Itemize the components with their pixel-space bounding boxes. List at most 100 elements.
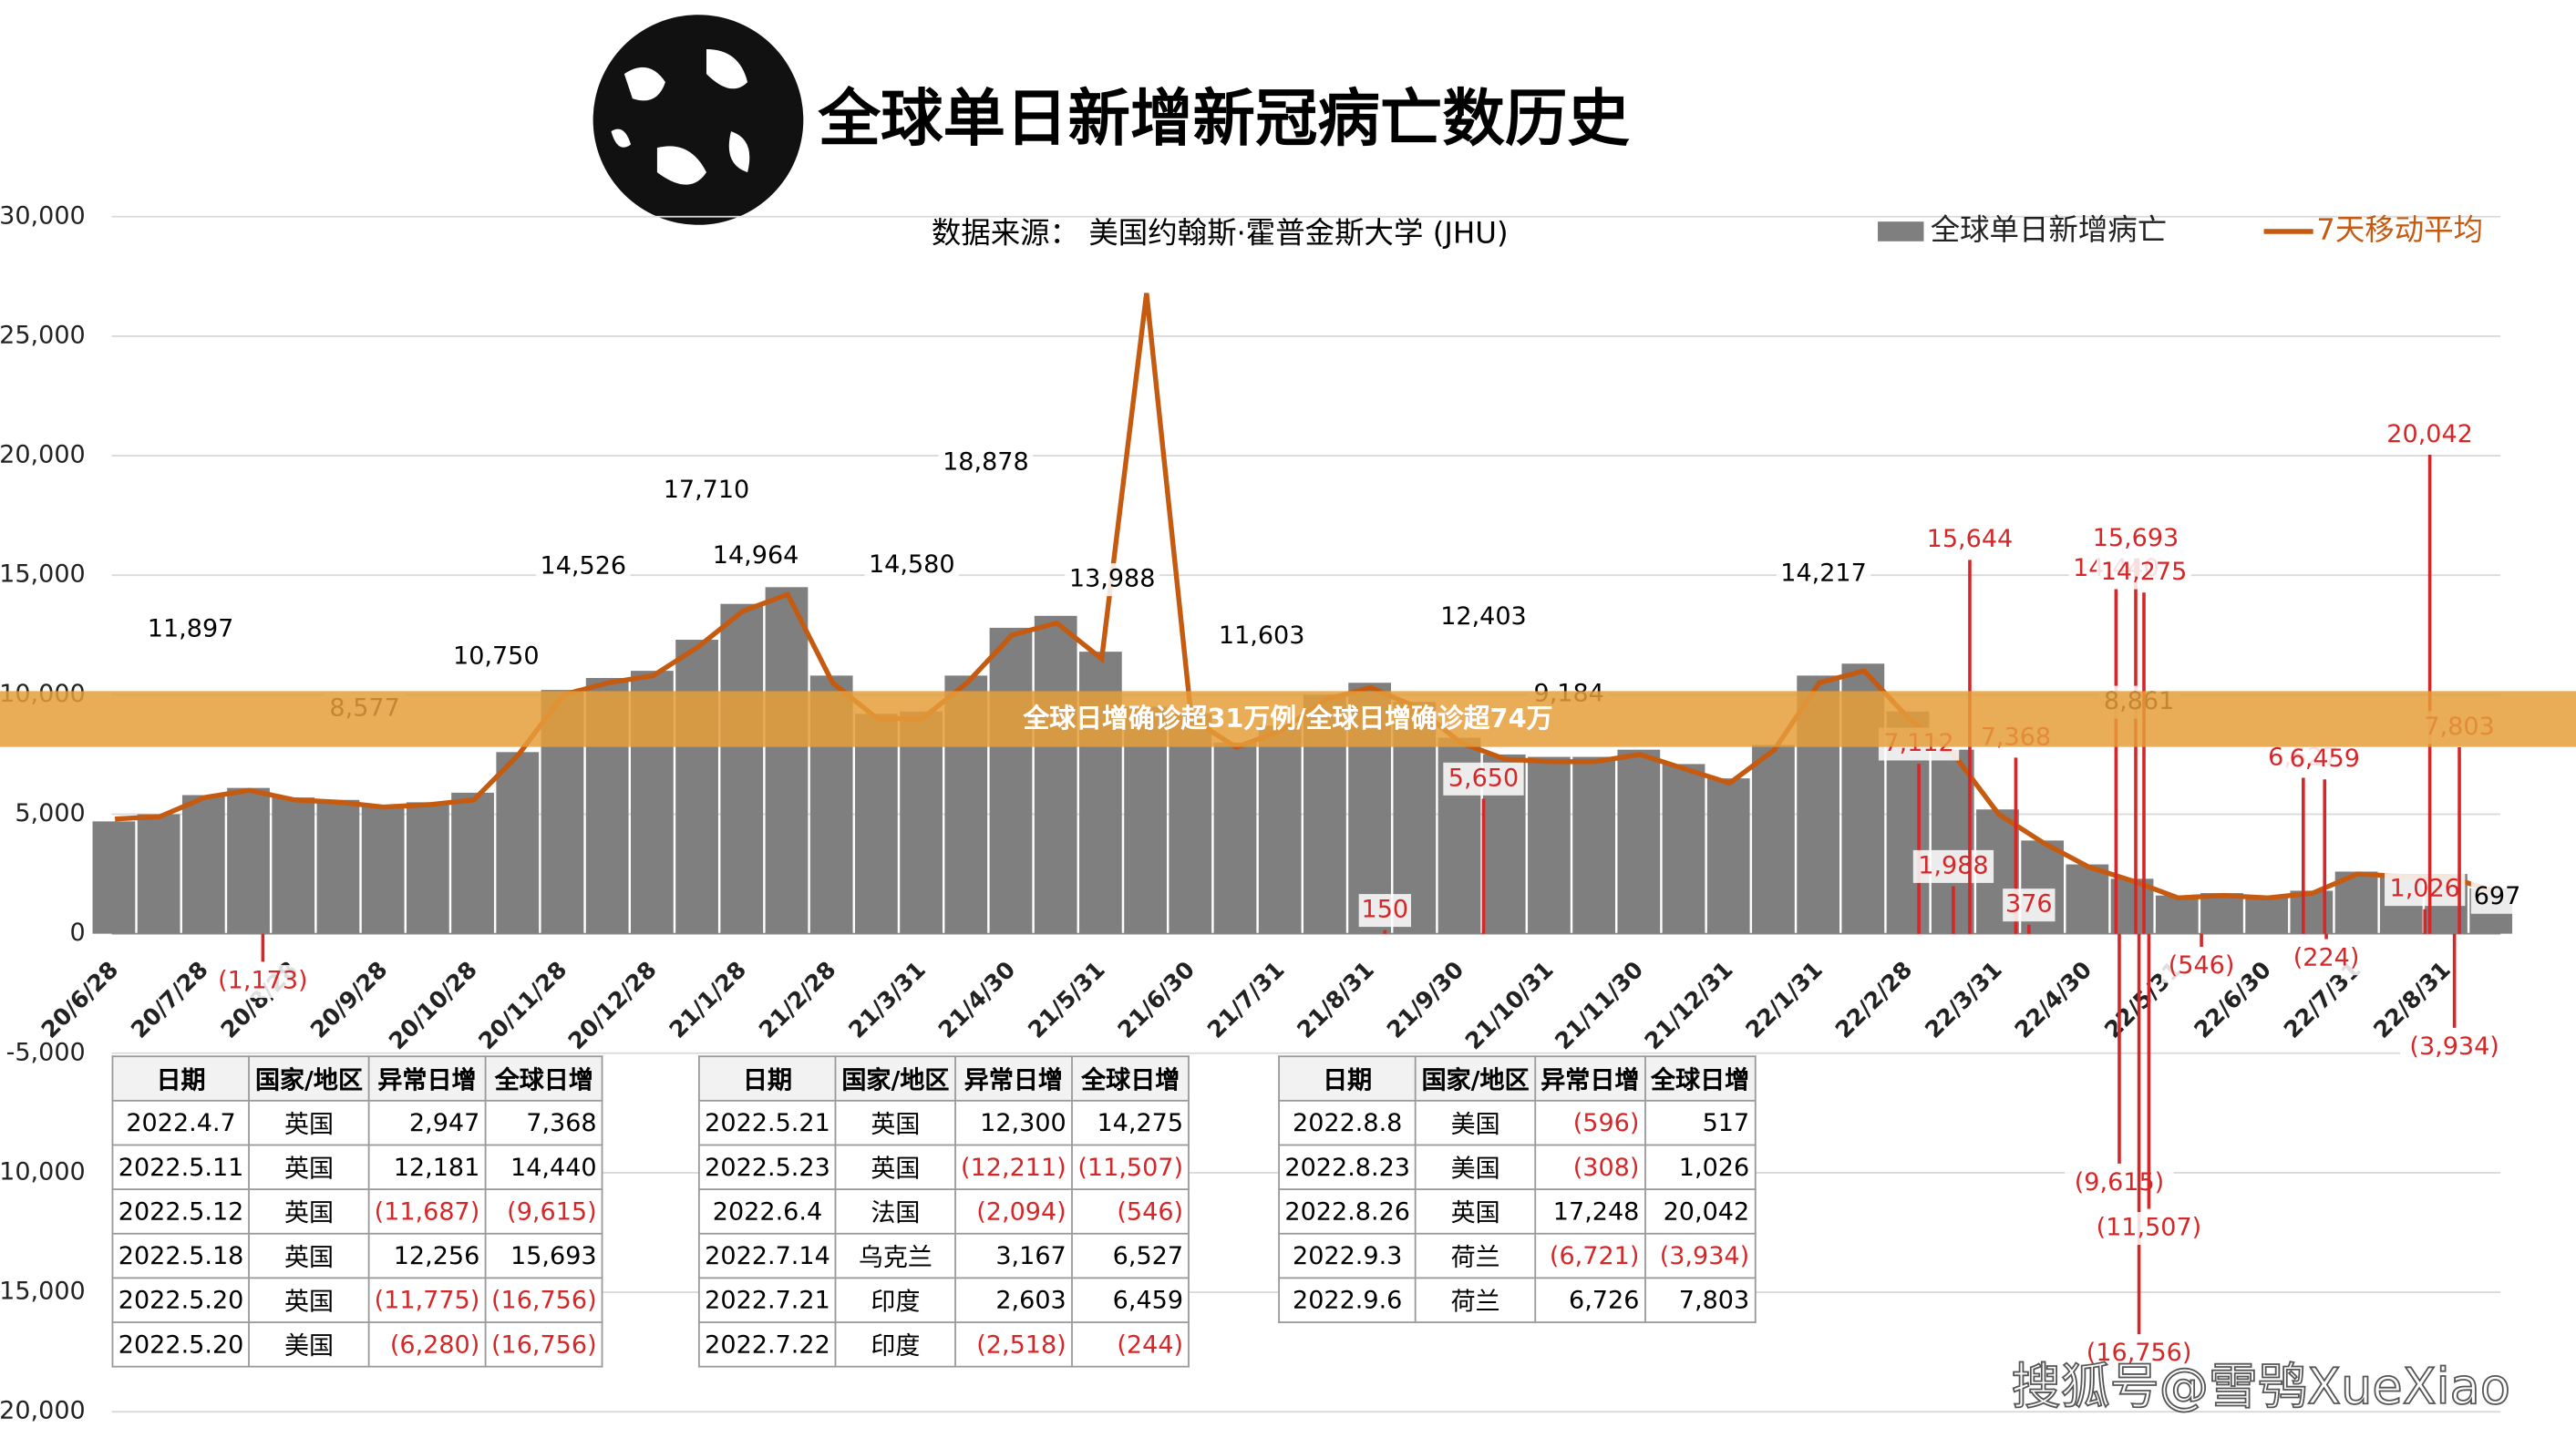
table-cell: 2022.5.18: [111, 1232, 251, 1279]
table-cell: (3,934): [1643, 1232, 1757, 1279]
table-cell: (6,280): [367, 1321, 487, 1368]
table-cell: (11,687): [367, 1188, 487, 1235]
data-label: 11,603: [1219, 621, 1305, 650]
table-cell: 2,947: [367, 1099, 487, 1146]
label-bg: [1443, 762, 1524, 796]
banner: 全球日增确诊超31万例/全球日增确诊超74万: [0, 691, 2576, 747]
table-cell: (596): [1534, 1099, 1646, 1146]
x-tick-label: 21/9/30: [1382, 956, 1469, 1043]
data-table: 日期 国家/地区 异常日增 全球日增 2022.5.21 英国 12,300 14,275 20…: [697, 1055, 1190, 1368]
bar: [361, 805, 405, 934]
table-cell: 英国: [248, 1232, 370, 1279]
data-label: 20,042: [2386, 420, 2473, 448]
table-cell: (16,756): [484, 1321, 603, 1368]
table-cell: 2022.5.11: [111, 1144, 251, 1191]
header-row: 日期 国家/地区 异常日增 全球日增: [697, 1055, 1190, 1102]
data-label: 14,526: [541, 552, 627, 580]
y-tick-label: 30,000: [0, 201, 86, 230]
column-header: 全球日增: [1643, 1055, 1757, 1102]
table-cell: (16,756): [484, 1277, 603, 1323]
table-cell: 美国: [1415, 1144, 1536, 1191]
y-tick-label: -15,000: [0, 1278, 86, 1306]
bar: [989, 627, 1033, 934]
table-cell: 英国: [835, 1144, 956, 1191]
label-bg: [2385, 873, 2466, 907]
bar: [1752, 745, 1795, 934]
x-tick-label: 21/4/30: [933, 956, 1021, 1043]
label-bg: [1922, 523, 2017, 557]
table-cell: 12,256: [367, 1232, 487, 1279]
table-row: 2022.5.12 英国 (11,687) (9,615): [111, 1188, 603, 1235]
table-cell: 2022.7.14: [697, 1232, 837, 1279]
y-tick-label: 5,000: [15, 799, 85, 827]
bar: [765, 587, 809, 934]
table-cell: 法国: [835, 1188, 956, 1235]
table-cell: 6,726: [1534, 1277, 1646, 1323]
y-tick-label: 25,000: [0, 321, 86, 349]
legend-label: 全球单日新增病亡: [1931, 212, 2167, 247]
table-cell: 2022.9.3: [1278, 1232, 1417, 1279]
data-label: 10,750: [453, 642, 540, 671]
table-row: 2022.8.8 美国 (596) 517: [1278, 1099, 1757, 1146]
x-tick-label: 22/2/28: [1830, 956, 1918, 1043]
table-cell: (11,507): [1071, 1144, 1190, 1191]
x-tick-label: 21/7/31: [1202, 956, 1290, 1043]
label-bg: [938, 446, 1034, 479]
label-bg: [659, 474, 754, 508]
x-tick-label: 20/9/28: [305, 956, 393, 1043]
label-bg: [1358, 894, 1411, 928]
data-label: 5,650: [1448, 764, 1519, 792]
x-tick-label: 21/1/28: [665, 956, 752, 1043]
table-cell: 12,300: [953, 1099, 1073, 1146]
label-bg: [864, 549, 960, 582]
column-header: 全球日增: [1071, 1055, 1190, 1102]
table-cell: 乌克兰: [835, 1232, 956, 1279]
table-cell: 3,167: [953, 1232, 1073, 1279]
table-cell: 2,603: [953, 1277, 1073, 1323]
data-label: 376: [2005, 890, 2053, 919]
bar: [272, 797, 315, 934]
table-row: 2022.4.7 英国 2,947 7,368: [111, 1099, 603, 1146]
column-header: 异常日增: [1534, 1055, 1646, 1102]
table-cell: 2022.8.26: [1278, 1188, 1417, 1235]
label-bg: [2065, 1166, 2174, 1200]
data-label: 14,580: [869, 550, 955, 579]
bar: [227, 787, 270, 934]
data-label: 15,693: [2093, 524, 2179, 552]
label-bg: [2399, 1031, 2509, 1064]
table-cell: 14,275: [1071, 1099, 1190, 1146]
table-cell: 英国: [1415, 1188, 1536, 1235]
label-bg: [448, 641, 544, 674]
column-header: 国家/地区: [1415, 1055, 1536, 1102]
label-bg: [2088, 522, 2183, 556]
data-label: 1,988: [1918, 851, 1988, 879]
table-cell: (308): [1534, 1144, 1646, 1191]
data-label: 11,897: [148, 614, 234, 642]
data-label: (11,507): [2097, 1214, 2202, 1242]
x-tick-label: 22/4/30: [2010, 956, 2097, 1043]
table-cell: 15,693: [484, 1232, 603, 1279]
column-header: 异常日增: [953, 1055, 1073, 1102]
bar: [496, 752, 540, 934]
table-cell: 2022.6.4: [697, 1188, 837, 1235]
table-cell: 英国: [248, 1277, 370, 1323]
table-cell: (11,775): [367, 1277, 487, 1323]
table-row: 2022.5.23 英国 (12,211) (11,507): [697, 1144, 1190, 1191]
table-cell: (9,615): [484, 1188, 603, 1235]
table-cell: (2,094): [953, 1188, 1073, 1235]
x-tick-label: 21/10/31: [1460, 956, 1559, 1054]
column-header: 日期: [111, 1055, 251, 1102]
bar: [1617, 749, 1661, 934]
table-cell: 7,368: [484, 1099, 603, 1146]
x-tick-label: 20/10/28: [384, 956, 482, 1054]
table-row: 2022.5.21 英国 12,300 14,275: [697, 1099, 1190, 1146]
table-row: 2022.5.11 英国 12,181 14,440: [111, 1144, 603, 1191]
data-table: 日期 国家/地区 异常日增 全球日增 2022.8.8 美国 (596) 517 2022.8.…: [1278, 1055, 1757, 1323]
x-tick-label: 22/8/31: [2368, 956, 2456, 1043]
data-label: 14,275: [2101, 558, 2188, 586]
bar: [2066, 864, 2109, 934]
data-label: 17,710: [664, 476, 750, 504]
bar: [1169, 714, 1212, 934]
label-bg: [708, 539, 803, 573]
